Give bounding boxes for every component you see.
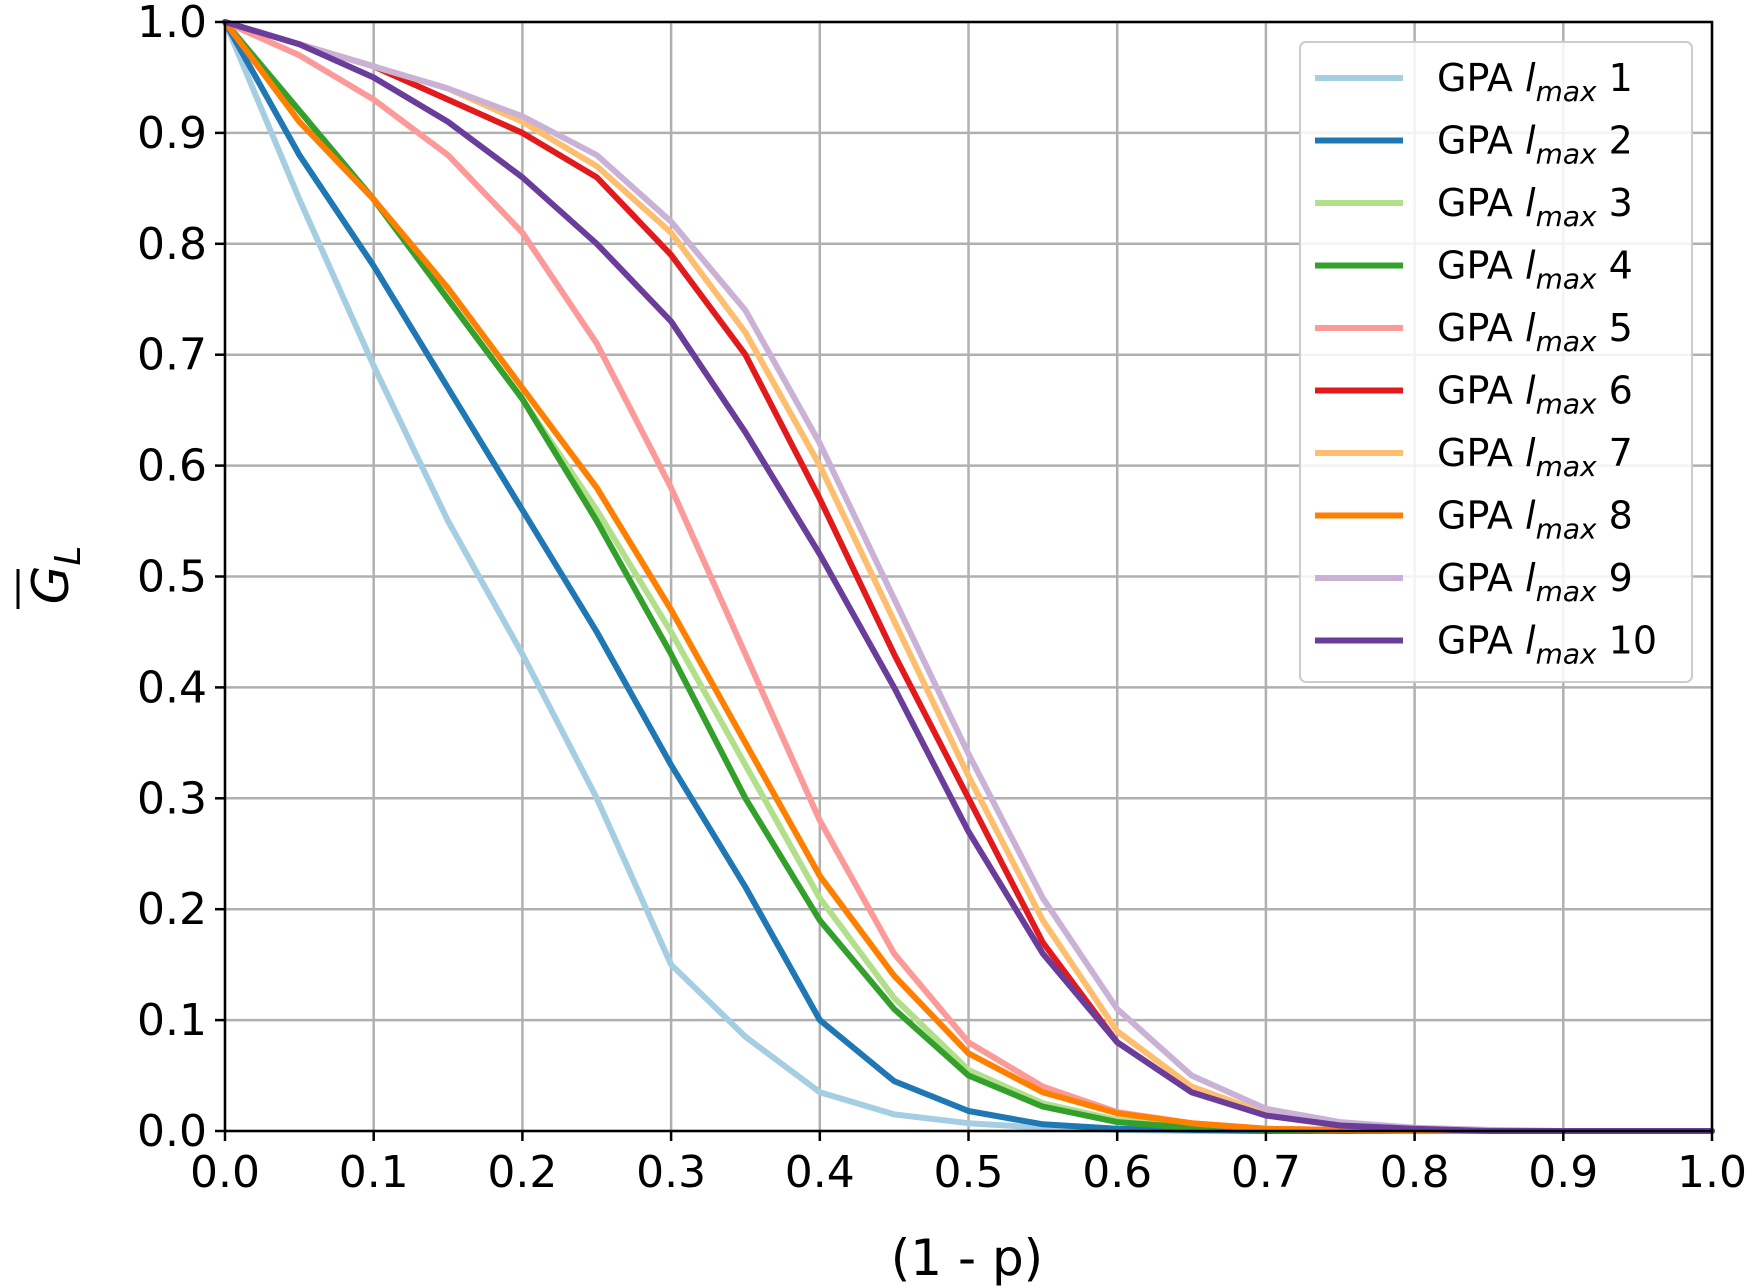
- x-tick-label: 0.7: [1231, 1147, 1301, 1198]
- legend-label-sub: max: [1536, 138, 1597, 171]
- y-tick-label: 0.5: [137, 552, 207, 603]
- legend-label-var: l: [1525, 494, 1536, 538]
- y-tick-label: 0.8: [137, 219, 207, 270]
- legend-label-var: l: [1525, 244, 1536, 288]
- legend-label-6: GPA lmax 6: [1437, 369, 1633, 421]
- y-tick-label: 0.2: [137, 884, 207, 935]
- x-tick-label: 0.5: [934, 1147, 1004, 1198]
- legend-label-prefix: GPA: [1437, 306, 1525, 350]
- legend-label-sub: max: [1536, 638, 1597, 671]
- legend-label-prefix: GPA: [1437, 181, 1525, 225]
- legend-label-prefix: GPA: [1437, 119, 1525, 163]
- x-tick-label: 0.9: [1528, 1147, 1598, 1198]
- legend-label-num: 3: [1597, 181, 1633, 225]
- legend-label-prefix: GPA: [1437, 244, 1525, 288]
- legend-label-sub: max: [1536, 200, 1597, 233]
- legend-label-num: 8: [1597, 494, 1633, 538]
- legend-label-var: l: [1525, 431, 1536, 475]
- legend-label-sub: max: [1536, 513, 1597, 546]
- x-tick-label: 0.2: [487, 1147, 557, 1198]
- legend-label-4: GPA lmax 4: [1437, 244, 1633, 296]
- legend-label-sub: max: [1536, 450, 1597, 483]
- legend-label-prefix: GPA: [1437, 556, 1525, 600]
- x-tick-labels: 0.0 0.1 0.2 0.3 0.4 0.5 0.6 0.7 0.8 0.9 1.0: [190, 1147, 1747, 1198]
- y-tick-label: 0.3: [137, 773, 207, 824]
- y-axis-label-main: G: [22, 566, 80, 605]
- legend-label-10: GPA lmax 10: [1437, 619, 1657, 671]
- legend-label-1: GPA lmax 1: [1437, 56, 1633, 108]
- legend-label-sub: max: [1536, 325, 1597, 358]
- legend-label-var: l: [1525, 369, 1536, 413]
- legend-label-2: GPA lmax 2: [1437, 119, 1633, 171]
- y-tick-label: 1.0: [137, 0, 207, 48]
- x-tick-label: 0.0: [190, 1147, 260, 1198]
- legend-label-num: 10: [1597, 619, 1657, 663]
- legend-label-9: GPA lmax 9: [1437, 556, 1633, 608]
- x-tick-label: 0.8: [1380, 1147, 1450, 1198]
- legend-label-prefix: GPA: [1437, 619, 1525, 663]
- legend-label-8: GPA lmax 8: [1437, 494, 1633, 546]
- y-tick-label: 0.1: [137, 995, 207, 1046]
- legend-label-5: GPA lmax 5: [1437, 306, 1633, 358]
- legend-label-sub: max: [1536, 263, 1597, 296]
- legend-label-prefix: GPA: [1437, 56, 1525, 100]
- y-tick-label: 0.9: [137, 108, 207, 159]
- x-tick-label: 0.1: [339, 1147, 409, 1198]
- svg-text:GL: GL: [22, 546, 89, 605]
- legend-label-num: 5: [1597, 306, 1633, 350]
- legend-label-sub: max: [1536, 575, 1597, 608]
- y-tick-labels: 0.0 0.1 0.2 0.3 0.4 0.5 0.6 0.7 0.8 0.9 1.0: [137, 0, 207, 1157]
- legend-label-3: GPA lmax 3: [1437, 181, 1633, 233]
- legend-label-var: l: [1525, 181, 1536, 225]
- x-tick-label: 0.3: [636, 1147, 706, 1198]
- y-tick-label: 0.4: [137, 662, 207, 713]
- y-tick-label: 0.6: [137, 441, 207, 492]
- x-tick-label: 0.6: [1082, 1147, 1152, 1198]
- legend-label-sub: max: [1536, 388, 1597, 421]
- legend-label-prefix: GPA: [1437, 494, 1525, 538]
- y-tick-label: 0.7: [137, 330, 207, 381]
- legend-label-num: 1: [1597, 56, 1633, 100]
- legend-label-var: l: [1525, 56, 1536, 100]
- legend-label-7: GPA lmax 7: [1437, 431, 1633, 483]
- y-axis-label: GL: [16, 546, 89, 609]
- y-axis-label-subscript: L: [48, 546, 89, 566]
- legend-label-num: 4: [1597, 244, 1633, 288]
- y-tick-label: 0.0: [137, 1106, 207, 1157]
- legend-label-num: 2: [1597, 119, 1633, 163]
- legend-label-num: 7: [1597, 431, 1633, 475]
- legend-label-var: l: [1525, 306, 1536, 350]
- x-tick-label: 1.0: [1677, 1147, 1747, 1198]
- legend-label-num: 6: [1597, 369, 1633, 413]
- legend-label-var: l: [1525, 556, 1536, 600]
- legend-label-num: 9: [1597, 556, 1633, 600]
- x-tick-label: 0.4: [785, 1147, 855, 1198]
- legend-label-prefix: GPA: [1437, 369, 1525, 413]
- legend-label-prefix: GPA: [1437, 431, 1525, 475]
- legend-label-var: l: [1525, 619, 1536, 663]
- legend-label-sub: max: [1536, 75, 1597, 108]
- x-axis-label: (1 - p): [891, 1229, 1043, 1287]
- axis-ticks: [215, 20, 1714, 1141]
- legend-label-var: l: [1525, 119, 1536, 163]
